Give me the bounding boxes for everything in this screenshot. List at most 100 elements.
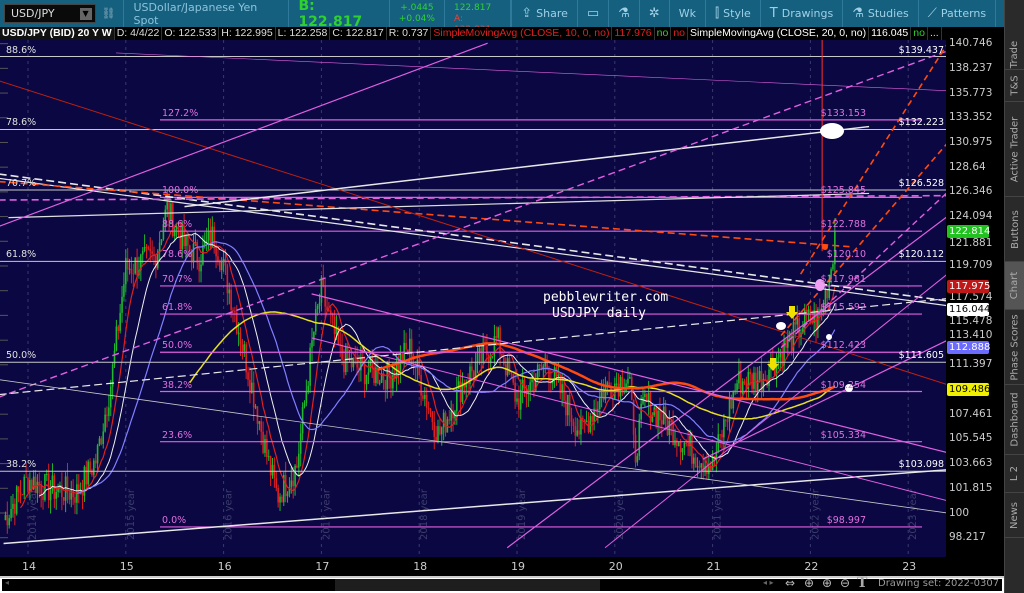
candle-body [523, 379, 526, 388]
candle-body [234, 310, 236, 313]
candle-body [600, 392, 603, 398]
side-tab-t-s[interactable]: T&S [1005, 70, 1024, 102]
candle-body [448, 419, 451, 421]
link-icon[interactable]: ⛓ [101, 7, 116, 20]
candle-body [27, 477, 29, 492]
candle-body [811, 322, 814, 324]
candle-body [313, 331, 315, 341]
candle-body [258, 421, 261, 424]
candle-body [677, 441, 680, 447]
candle-body [386, 361, 389, 390]
drawing-set-selector[interactable]: Drawing set: 2022-0307 [878, 578, 1000, 589]
candle-body [190, 250, 193, 263]
fib-price-label: $109.254 [820, 379, 866, 391]
toolbar-button-style[interactable]: ⫿ Style [704, 0, 760, 27]
candle-body [369, 357, 372, 373]
candle-body [803, 309, 806, 328]
trendline [0, 50, 946, 398]
side-tab-active-trader[interactable]: Active Trader [1005, 102, 1024, 197]
year-watermark: 2017 year [321, 488, 332, 540]
symbol-selector[interactable]: USD/JPY ▼ [4, 4, 96, 23]
candle-body [269, 456, 272, 476]
price-tick-label: 113.410 [949, 328, 993, 341]
zoom-in-icon[interactable]: ⊕ [822, 576, 833, 590]
chevron-down-icon[interactable]: ▼ [79, 7, 92, 20]
side-tab-trade[interactable]: Trade [1005, 40, 1024, 70]
info-low: L: 122.258 [276, 27, 331, 40]
pan-icon[interactable]: ⇔ [785, 576, 796, 590]
chart-canvas[interactable]: 2014 year 2015 year 2016 year 2017 year 2018… [0, 40, 946, 557]
candle-body [108, 407, 110, 416]
side-tab-phase-scores[interactable]: Phase Scores [1005, 310, 1024, 385]
side-tab-news[interactable]: News [1005, 493, 1024, 538]
toolbar-button-share[interactable]: ⇪ Share [511, 0, 577, 27]
side-tab-buttons[interactable]: Buttons [1005, 197, 1024, 262]
candle-body [785, 339, 787, 348]
side-tab-l-2[interactable]: L 2 [1005, 455, 1024, 493]
candle-body [670, 420, 673, 423]
toolbar-button-patterns[interactable]: ⟋ Patterns [917, 0, 995, 27]
info-high: H: 122.995 [219, 27, 276, 40]
candle-body [598, 397, 601, 410]
candle-body [700, 463, 703, 468]
price-tick-label: 121.881 [949, 236, 993, 249]
side-tab-chart[interactable]: Chart [1005, 262, 1024, 310]
side-tab-label: Trade [1009, 40, 1021, 69]
fib-price-label: $133.153 [820, 107, 866, 119]
price-tick-label: 105.545 [949, 432, 993, 445]
candle-body [188, 245, 191, 251]
candle-body [115, 326, 118, 351]
price-chart[interactable]: 2014 year 2015 year 2016 year 2017 year 2018… [0, 40, 946, 557]
sma10-label[interactable]: SimpleMovingAvg (CLOSE, 10, 0, no) [431, 27, 613, 40]
text-tool-icon[interactable]: T [857, 575, 868, 591]
candle-body [198, 262, 200, 272]
candle-body [8, 518, 10, 526]
toolbar-button-studies[interactable]: ⚗ Studies [842, 0, 917, 27]
side-tab-dashboard[interactable]: Dashboard [1005, 385, 1024, 455]
price-tick-label: 98.217 [949, 531, 986, 544]
candle-body [85, 466, 88, 485]
zoom-out-icon[interactable]: ⊖ [840, 576, 851, 590]
fib-percent-label: 88.6% [162, 219, 193, 231]
scroll-thumb-right[interactable] [440, 579, 600, 591]
toolbar-button-alert[interactable]: ▭ [576, 0, 608, 27]
price-tick-label: 111.397 [949, 358, 993, 371]
candle-body [153, 253, 155, 256]
toolbar-button-gear[interactable]: ✲ [638, 0, 669, 27]
info-close: C: 122.817 [330, 27, 387, 40]
toolbar-button-flask[interactable]: ⚗ [608, 0, 639, 27]
toolbar-button-drawings[interactable]: T Drawings [759, 0, 842, 27]
scrollbar[interactable]: ◂ ◂ ▸ ⇔ ⊕ ⊕ ⊖ T Drawing set: 2022-0307 [0, 575, 1004, 593]
candle-body [168, 202, 170, 221]
bid-price-large: B: 122.817 [288, 0, 388, 30]
candle-body [106, 414, 108, 416]
candle-body [723, 419, 725, 438]
candle-body [461, 382, 464, 403]
candle-body [281, 496, 283, 503]
toolbar-button-wk[interactable]: Wk [668, 0, 705, 27]
info-date: D: 4/4/22 [115, 27, 163, 40]
candle-body [595, 408, 597, 411]
sma20-label[interactable]: SimpleMovingAvg (CLOSE, 20, 0, no) [688, 27, 870, 40]
candle-body [239, 332, 242, 345]
scroll-arrows-icon[interactable]: ◂ ▸ [763, 578, 774, 587]
side-tab-label: L 2 [1009, 465, 1021, 482]
more-studies[interactable]: ... [928, 27, 942, 40]
trendline [0, 379, 946, 514]
price-axis[interactable]: 122.814 117.975 116.044 112.888 109.486 140.7… [946, 38, 1004, 557]
scroll-thumb[interactable] [335, 579, 440, 591]
candle-body [538, 364, 541, 366]
candle-body [164, 209, 167, 227]
candle-body [252, 382, 255, 408]
sma-100-line [189, 311, 836, 420]
candle-body [726, 421, 729, 423]
candle-body [128, 268, 131, 270]
candle-body [185, 235, 187, 247]
candle-body [832, 264, 834, 270]
candle-body [418, 359, 420, 376]
scroll-left-icon[interactable]: ◂ [5, 578, 10, 587]
crosshair-icon[interactable]: ⊕ [804, 576, 815, 590]
candle-body [704, 465, 706, 472]
time-axis[interactable]: 14 15 16 17 18 19 20 21 22 23 [0, 557, 1004, 576]
trendline [184, 125, 870, 208]
